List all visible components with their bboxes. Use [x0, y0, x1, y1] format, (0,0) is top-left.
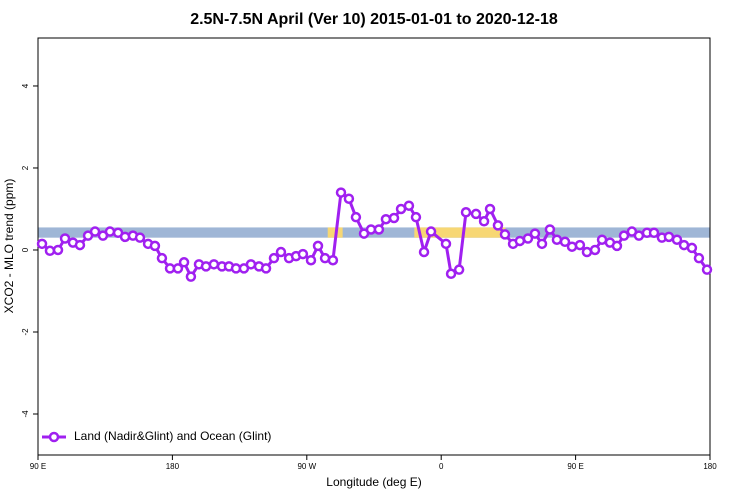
data-point [693, 252, 705, 264]
data-point [671, 234, 683, 245]
data-point [52, 244, 64, 256]
chart-title: 2.5N-7.5N April (Ver 10) 2015-01-01 to 2… [190, 11, 558, 28]
data-point [581, 246, 593, 258]
data-point [312, 240, 324, 252]
data-point [514, 235, 526, 247]
x-tick-label: 90 E [567, 462, 583, 471]
data-point [208, 259, 220, 270]
data-point [388, 212, 400, 224]
data-point [589, 244, 601, 256]
data-point [44, 245, 56, 257]
data-point [185, 271, 197, 282]
data-point [156, 252, 168, 264]
legend-label: Land (Nadir&Glint) and Ocean (Glint) [74, 429, 271, 443]
data-point [440, 238, 452, 250]
data-point [119, 231, 131, 243]
data-point [178, 257, 190, 268]
data-point [260, 263, 272, 274]
data-point [460, 207, 472, 218]
data-point [134, 232, 146, 243]
data-point [245, 259, 257, 270]
data-point [544, 224, 556, 235]
data-point [327, 254, 339, 266]
data-point [36, 238, 48, 250]
data-point [574, 239, 586, 251]
data-point [559, 236, 571, 248]
data-point [335, 187, 347, 198]
data-point [478, 216, 490, 227]
land-band [414, 227, 506, 238]
data-point [445, 268, 457, 280]
y-axis-label: XCO2 - MLO trend (ppm) [2, 179, 16, 314]
data-point [499, 229, 511, 240]
x-tick-label: 180 [703, 462, 717, 471]
data-point [297, 248, 309, 260]
data-point [611, 240, 623, 252]
data-point [305, 254, 317, 266]
data-point [633, 230, 645, 241]
data-point [618, 230, 630, 241]
y-tick-label: -2 [21, 328, 30, 336]
data-point [275, 246, 287, 258]
data-point [373, 224, 385, 235]
data-point [551, 234, 563, 245]
data-point [529, 228, 541, 239]
data-point [663, 231, 675, 243]
data-point [492, 220, 504, 231]
y-tick-label: 0 [21, 247, 30, 252]
data-point [648, 227, 660, 239]
x-tick-label: 180 [166, 462, 180, 471]
legend-marker [48, 431, 60, 443]
data-point [350, 211, 362, 223]
data-point [89, 226, 101, 237]
data-point [418, 246, 430, 258]
data-point [701, 264, 713, 275]
data-point [410, 211, 422, 223]
data-point [403, 200, 415, 211]
data-point [380, 213, 392, 225]
data-point [536, 238, 548, 250]
x-tick-label: 90 E [30, 462, 46, 471]
data-point [268, 252, 280, 264]
y-tick-label: 2 [21, 165, 30, 170]
x-tick-label: 90 W [297, 462, 316, 471]
y-tick-label: -4 [21, 410, 30, 418]
x-axis-label: Longitude (deg E) [326, 475, 421, 489]
x-tick-label: 0 [439, 462, 444, 471]
y-tick-label: 4 [21, 83, 30, 88]
data-point [425, 226, 437, 237]
data-point [104, 226, 116, 237]
data-point [522, 233, 534, 244]
data-point [59, 233, 71, 244]
data-point [453, 264, 465, 275]
data-point [74, 239, 86, 251]
data-point [172, 263, 184, 274]
data-point [149, 240, 161, 252]
data-point [484, 203, 496, 215]
data-point [686, 242, 698, 254]
data-point [343, 193, 355, 204]
data-point [470, 208, 482, 220]
